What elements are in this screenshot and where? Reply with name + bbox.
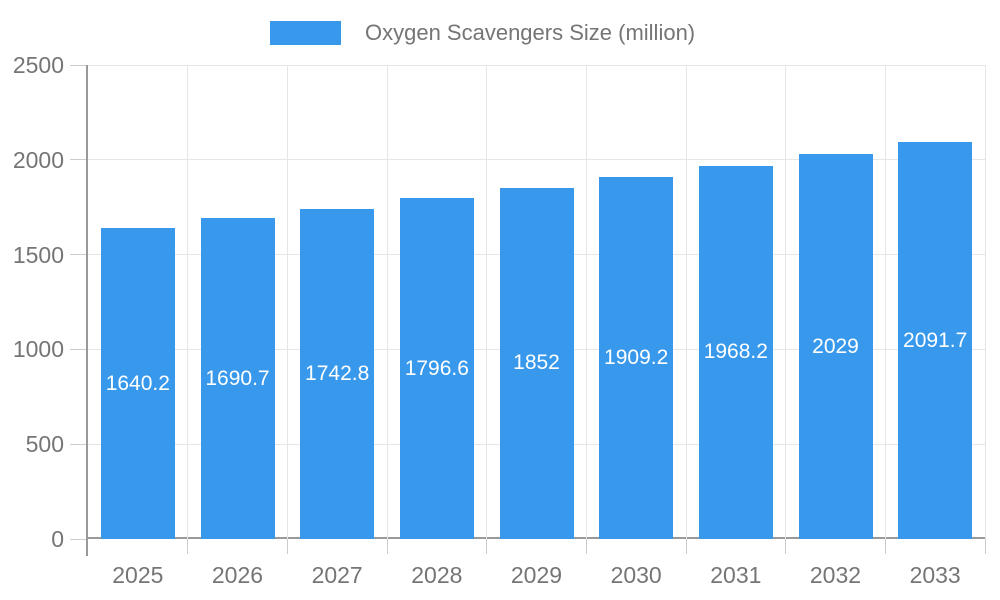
x-axis-label: 2025: [112, 562, 164, 588]
bar-value-label: 1852: [513, 351, 560, 375]
v-gridline: [187, 65, 189, 539]
bar-value-label: 1909.2: [604, 346, 669, 370]
v-gridline: [984, 65, 986, 539]
v-gridline: [585, 65, 587, 539]
x-tick: [884, 539, 886, 554]
bar-value-label: 1796.6: [404, 356, 469, 380]
legend-swatch: [270, 21, 341, 45]
x-tick: [785, 539, 787, 554]
bar-value-label: 1742.8: [305, 361, 370, 385]
y-tick: [70, 538, 86, 540]
bar: 1796.6: [399, 198, 474, 539]
v-gridline: [685, 65, 687, 539]
y-tick: [70, 348, 86, 350]
v-gridline: [884, 65, 886, 539]
x-axis-label: 2032: [809, 562, 862, 588]
y-tick: [70, 254, 86, 256]
x-axis-label: 2028: [411, 562, 463, 588]
h-gridline: [88, 65, 985, 66]
y-axis-label: 1500: [12, 241, 64, 268]
v-gridline: [486, 65, 488, 539]
v-gridline: [286, 65, 288, 539]
y-axis-label: 2500: [12, 52, 64, 78]
x-tick: [486, 539, 488, 554]
v-gridline: [785, 65, 787, 539]
v-gridline: [386, 65, 388, 539]
bar-value-label: 1968.2: [703, 340, 768, 364]
y-tick: [70, 159, 86, 161]
x-tick: [286, 539, 288, 554]
y-tick: [70, 443, 86, 445]
bar: 1909.2: [599, 177, 674, 539]
bar-value-label: 1640.2: [105, 371, 170, 395]
y-axis-line: [86, 65, 88, 556]
bar: 1742.8: [300, 208, 375, 539]
h-gridline: [88, 159, 985, 161]
x-axis-label: 2031: [710, 562, 762, 588]
x-axis-label: 2027: [311, 562, 363, 588]
legend-label: Oxygen Scavengers Size (million): [365, 20, 696, 45]
bar-value-label: 1690.7: [205, 366, 270, 390]
bar: 1852: [499, 187, 574, 539]
y-axis-label: 0: [51, 526, 64, 552]
x-axis-label: 2030: [610, 562, 662, 588]
y-axis-label: 500: [25, 431, 64, 458]
x-axis-label: 2029: [510, 562, 563, 588]
x-axis-label: 2026: [211, 562, 264, 588]
x-tick: [984, 539, 986, 554]
bar: 2029: [798, 154, 873, 539]
x-axis-label: 2033: [909, 562, 961, 588]
bar: 1690.7: [200, 218, 275, 539]
bar: 1640.2: [100, 228, 175, 539]
y-axis-label: 1000: [12, 336, 64, 363]
plot-area: 1640.2 1690.7 1742.8 1796.6 1852 1909.2 1968.2…: [88, 65, 986, 539]
x-tick: [386, 539, 388, 554]
bar: 1968.2: [698, 165, 773, 539]
x-tick: [585, 539, 587, 554]
bar: 2091.7: [898, 142, 973, 539]
bar-value-label: 2029: [812, 334, 859, 358]
x-tick: [685, 539, 687, 554]
x-tick: [187, 539, 189, 554]
y-tick: [70, 64, 86, 66]
y-axis-label: 2000: [12, 146, 64, 173]
bar-value-label: 2091.7: [903, 328, 968, 352]
